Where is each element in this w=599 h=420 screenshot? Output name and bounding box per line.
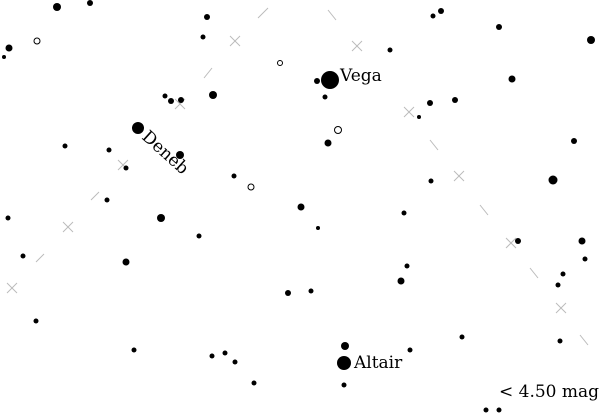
magnitude-limit-label: < 4.50 mag [499, 382, 599, 402]
grid-cross-mark [62, 221, 74, 233]
star [62, 143, 68, 149]
variable-star [33, 37, 41, 45]
star [222, 350, 228, 356]
star [459, 334, 465, 340]
star [131, 347, 137, 353]
star [231, 173, 237, 179]
star [582, 256, 588, 262]
grid-dash [203, 67, 213, 79]
star [33, 318, 39, 324]
grid-dash [35, 253, 45, 263]
star [297, 203, 305, 211]
star [483, 407, 489, 413]
variable-star [571, 138, 577, 144]
star [123, 165, 129, 171]
star [176, 151, 184, 159]
star [251, 380, 257, 386]
star [341, 342, 349, 350]
star [87, 0, 93, 6]
star [232, 359, 238, 365]
grid-cross-mark [229, 35, 241, 47]
star [157, 214, 165, 222]
star-vega[interactable] [321, 71, 339, 89]
grid-cross-mark [403, 106, 415, 118]
star [162, 93, 168, 99]
star [122, 258, 130, 266]
star [587, 36, 595, 44]
grid-cross-mark [505, 237, 517, 249]
grid-cross-mark [117, 159, 129, 171]
grid-cross-mark [555, 302, 567, 314]
grid-dash [579, 334, 589, 346]
star [209, 91, 217, 99]
star [578, 237, 586, 245]
star [452, 97, 458, 103]
star [168, 98, 174, 104]
star-field [2, 0, 595, 413]
variable-star [277, 60, 283, 66]
star [5, 215, 11, 221]
grid-dash [257, 7, 269, 19]
star [2, 55, 6, 59]
grid-cross-mark [453, 170, 465, 182]
star [53, 3, 61, 11]
star [196, 233, 202, 239]
star [209, 353, 215, 359]
star [178, 97, 184, 103]
star [427, 100, 433, 106]
star [106, 147, 112, 153]
grid-dash [429, 139, 439, 151]
star [404, 263, 410, 269]
star [428, 178, 434, 184]
grid-dash [90, 191, 100, 201]
star [20, 253, 26, 259]
star [430, 13, 436, 19]
star [5, 44, 13, 52]
star [407, 347, 413, 353]
label-vega: Vega [339, 66, 382, 86]
star [496, 24, 502, 30]
star [515, 238, 521, 244]
star [314, 78, 320, 84]
grid-cross-mark [351, 40, 363, 52]
star [104, 197, 110, 203]
star [401, 210, 407, 216]
star [322, 94, 328, 100]
star [496, 407, 502, 413]
star [508, 75, 516, 83]
star [560, 271, 566, 277]
grid-cross-mark [6, 282, 18, 294]
star [557, 338, 563, 344]
star [285, 290, 291, 296]
star [438, 8, 444, 14]
star [316, 226, 320, 230]
star [308, 288, 314, 294]
label-altair: Altair [353, 353, 403, 373]
star [555, 282, 561, 288]
star [324, 139, 332, 147]
variable-star [247, 183, 255, 191]
star [200, 34, 206, 40]
star [397, 277, 405, 285]
star [387, 47, 393, 53]
star [417, 115, 421, 119]
star [548, 175, 558, 185]
grid-dash [479, 204, 489, 216]
grid-dash [529, 267, 539, 279]
variable-star [334, 126, 342, 134]
star-deneb[interactable] [132, 122, 144, 134]
grid-dash [327, 9, 337, 21]
star-altair[interactable] [337, 356, 351, 370]
star [204, 14, 210, 20]
star [341, 382, 347, 388]
